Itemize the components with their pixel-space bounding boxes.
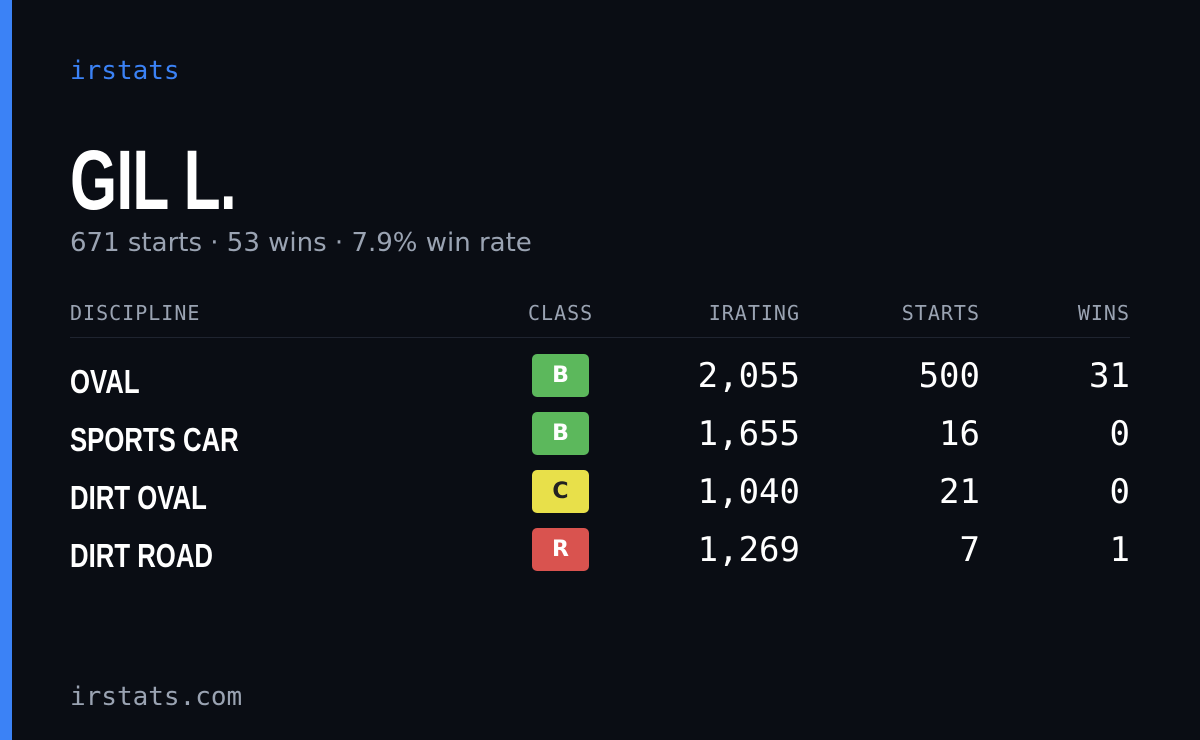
footer: irstats.com: [70, 682, 243, 712]
starts: 21: [939, 472, 980, 512]
wins: 0: [1109, 472, 1130, 512]
irating: 1,655: [697, 414, 800, 454]
class-badge: B: [532, 354, 589, 397]
starts: 16: [939, 414, 980, 454]
irating: 1,269: [697, 530, 800, 570]
wins: 0: [1109, 414, 1130, 454]
irating: 1,040: [697, 472, 800, 512]
column-header: STARTS: [901, 301, 980, 325]
column-header: DISCIPLINE: [70, 301, 201, 325]
class-badge: R: [532, 528, 589, 571]
irating: 2,055: [697, 356, 800, 396]
starts: 500: [918, 356, 980, 396]
discipline: DIRT OVAL: [70, 479, 207, 516]
header-rule: [70, 337, 1130, 338]
driver-name: GIL L.: [70, 133, 237, 227]
discipline: SPORTS CAR: [70, 421, 239, 458]
discipline: DIRT ROAD: [70, 537, 213, 574]
summary: 671 starts · 53 wins · 7.9% win rate: [70, 228, 532, 258]
column-header: CLASS: [528, 301, 594, 325]
brand: irstats: [70, 56, 180, 86]
wins: 31: [1089, 356, 1130, 396]
starts: 7: [959, 530, 980, 570]
class-badge: B: [532, 412, 589, 455]
class-badge: C: [532, 470, 589, 513]
wins: 1: [1109, 530, 1130, 570]
column-header: IRATING: [708, 301, 800, 325]
accent-bar: [0, 0, 12, 740]
column-header: WINS: [1077, 301, 1130, 325]
discipline: OVAL: [70, 363, 140, 400]
